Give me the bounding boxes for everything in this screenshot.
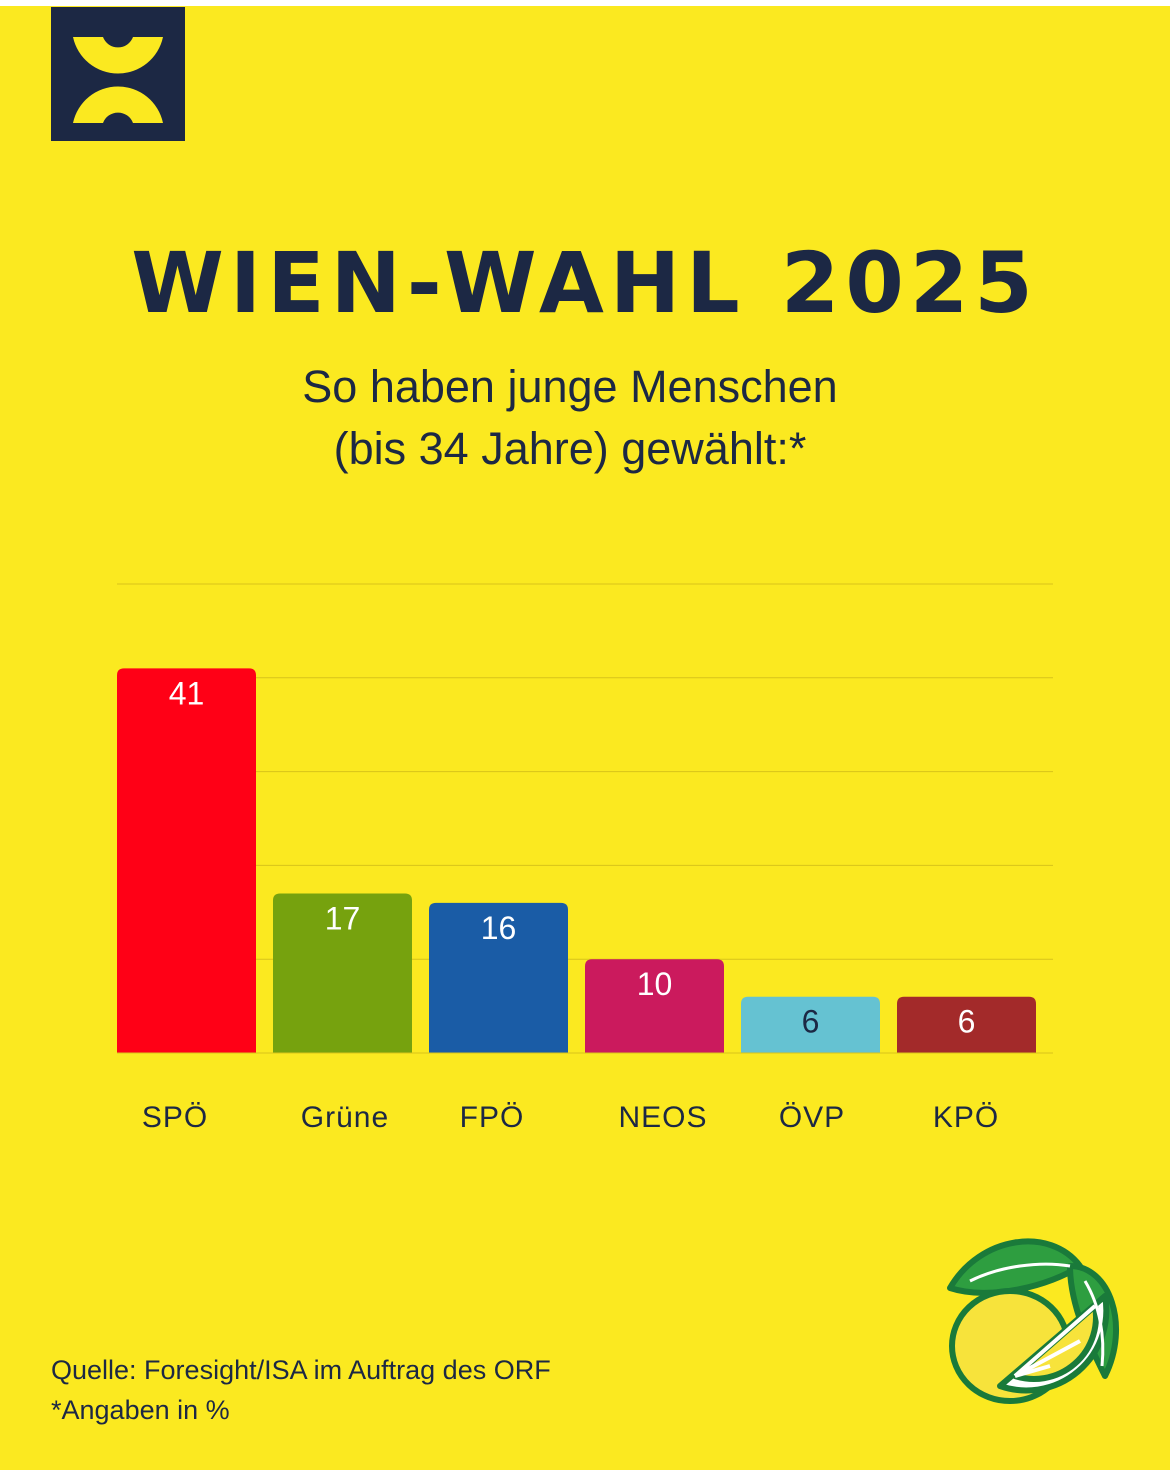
- data-label: 16: [481, 910, 517, 946]
- subtitle-line-1: So haben junge Menschen: [302, 361, 838, 412]
- bar-grüne: [273, 893, 412, 1053]
- category-label: FPÖ: [460, 1101, 525, 1134]
- data-label: 10: [637, 966, 673, 1002]
- category-label: NEOS: [618, 1101, 707, 1134]
- page-subtitle: So haben junge Menschen (bis 34 Jahre) g…: [0, 356, 1140, 480]
- category-label: KPÖ: [933, 1101, 999, 1134]
- bar-fpö: [429, 902, 568, 1053]
- data-label: 17: [325, 901, 361, 937]
- data-label: 41: [169, 675, 205, 711]
- category-label: Grüne: [301, 1101, 389, 1134]
- lemon-icon: [940, 1226, 1125, 1416]
- bar-övp: [741, 996, 880, 1053]
- footer: Quelle: Foresight/ISA im Auftrag des ORF…: [51, 1350, 551, 1430]
- bar-spö: [117, 668, 256, 1053]
- footnote-text: *Angaben in %: [51, 1395, 230, 1425]
- category-label: ÖVP: [779, 1101, 845, 1134]
- source-text: Quelle: Foresight/ISA im Auftrag des ORF: [51, 1355, 551, 1385]
- data-label: 6: [802, 1004, 820, 1040]
- infographic-card: WIEN-WAHL 2025 So haben junge Menschen (…: [0, 6, 1170, 1470]
- bar-chart-svg: 41 SPÖ 17 Grüne 16 FPÖ 10 NEOS 6 ÖVP 6 KPÖ: [117, 583, 1053, 1134]
- bar-chart: 41 SPÖ 17 Grüne 16 FPÖ 10 NEOS 6 ÖVP 6 KPÖ: [0, 566, 1170, 1166]
- category-label: SPÖ: [142, 1101, 208, 1134]
- data-label: 6: [958, 1004, 976, 1040]
- bar-kpö: [897, 996, 1036, 1053]
- subtitle-line-2: (bis 34 Jahre) gewählt:*: [333, 423, 807, 474]
- page-title: WIEN-WAHL 2025: [131, 234, 1039, 332]
- brand-logo-icon: [51, 7, 185, 141]
- bar-neos: [585, 959, 724, 1053]
